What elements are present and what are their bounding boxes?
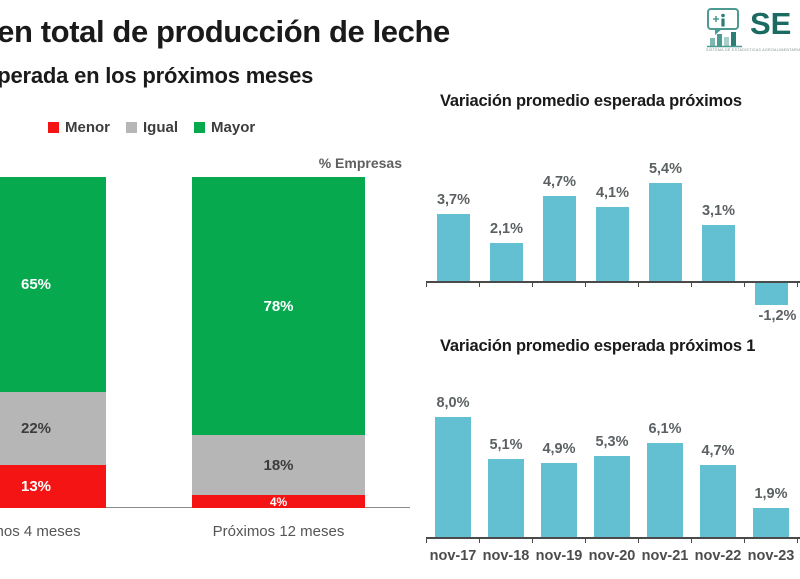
axis-tick — [744, 537, 745, 543]
bar — [700, 465, 736, 537]
category-label: nov-23 — [747, 548, 795, 564]
legend-swatch-menor — [48, 122, 59, 133]
variacion-4-meses-plot: 3,7% 2,1% 4,7% 4,1% 5,4% 3,1% -1,2% — [420, 128, 800, 328]
bar — [435, 417, 471, 537]
bar-value-label: 5,3% — [595, 434, 629, 450]
legend-swatch-igual — [126, 122, 137, 133]
zero-axis-line-1 — [426, 281, 800, 283]
stacked-bar-chart: % Empresas 65% 22% 13% mos 4 meses 78% 1… — [0, 150, 420, 550]
bar-value-label: 5,4% — [648, 161, 683, 177]
bar-value-label: 5,1% — [489, 437, 523, 453]
bar-value-label: 4,7% — [542, 174, 577, 190]
legend: Menor Igual Mayor — [48, 119, 255, 136]
category-label: nov-17 — [429, 548, 477, 564]
segment-mayor-2: 78% — [192, 177, 365, 435]
axis-tick — [479, 281, 480, 287]
legend-label-igual: Igual — [143, 119, 179, 136]
axis-tick — [638, 537, 639, 543]
zero-axis-line-2 — [426, 537, 800, 539]
axis-tick — [797, 537, 798, 543]
variacion-4-meses-chart: Variación promedio esperada próximos 3,7… — [420, 92, 800, 327]
legend-item-igual: Igual — [126, 119, 178, 136]
axis-tick — [532, 537, 533, 543]
axis-tick — [479, 537, 480, 543]
bar — [437, 214, 470, 281]
axis-tick — [744, 281, 745, 287]
bar — [596, 207, 629, 281]
axis-tick — [691, 537, 692, 543]
bar-value-label: 4,7% — [701, 443, 735, 459]
axis-tick — [585, 537, 586, 543]
bar-value-label: 2,1% — [489, 221, 524, 237]
axis-tick — [691, 281, 692, 287]
variacion-12-meses-plot: 8,0% 5,1% 4,9% 5,3% 6,1% 4,7% 1,9% nov-1… — [420, 371, 800, 579]
variacion-12-meses-chart: Variación promedio esperada próximos 1 8… — [420, 337, 800, 579]
segment-menor-1: 13% — [0, 465, 106, 508]
brand-logo: SE SISTEMA DE ESTADÍSTICAS AGROALIMENTAR… — [696, 6, 800, 60]
segment-mayor-1: 65% — [0, 177, 106, 392]
bar — [541, 463, 577, 537]
legend-label-menor: Menor — [65, 119, 110, 136]
stacked-column-1: 65% 22% 13% — [0, 177, 106, 508]
bar — [488, 459, 524, 537]
bar-value-label: 4,9% — [542, 441, 576, 457]
axis-note-empresas: % Empresas — [318, 155, 402, 171]
legend-item-mayor: Mayor — [194, 119, 255, 136]
category-label: nov-18 — [482, 548, 530, 564]
bar-value-label: -1,2% — [758, 308, 797, 324]
bar-negative — [755, 283, 788, 305]
bar-value-label: 8,0% — [436, 395, 470, 411]
axis-tick — [426, 281, 427, 287]
legend-swatch-mayor — [194, 122, 206, 133]
logo-wordmark: SE — [750, 6, 792, 41]
bar-value-label: 4,1% — [595, 185, 630, 201]
axis-tick — [797, 281, 798, 287]
segment-menor-2: 4% — [192, 495, 365, 508]
bar-value-label: 6,1% — [648, 421, 682, 437]
category-label: nov-20 — [588, 548, 636, 564]
variacion-4-meses-title: Variación promedio esperada próximos — [440, 92, 742, 110]
bar — [490, 243, 523, 281]
category-label: nov-19 — [535, 548, 583, 564]
bar-value-label: 3,1% — [701, 203, 736, 219]
axis-tick — [638, 281, 639, 287]
stacked-column-2: 78% 18% 4% — [192, 177, 365, 508]
segment-igual-1: 22% — [0, 392, 106, 465]
page-subtitle: n esperada en los próximos meses — [0, 63, 314, 88]
page-title: men total de producción de leche — [0, 14, 450, 49]
category-label: nov-21 — [641, 548, 689, 564]
bar — [543, 196, 576, 281]
bar — [649, 183, 682, 281]
bar — [647, 443, 683, 537]
axis-tick — [426, 537, 427, 543]
bar-value-label: 3,7% — [436, 192, 471, 208]
stacked-xlabel-1: mos 4 meses — [0, 523, 81, 540]
legend-label-mayor: Mayor — [211, 119, 256, 136]
category-label: nov-22 — [694, 548, 742, 564]
info-bubble-chart-icon — [707, 8, 742, 48]
stacked-xlabel-2: Próximos 12 meses — [212, 523, 345, 540]
bar — [702, 225, 735, 281]
bar-value-label: 1,9% — [754, 486, 788, 502]
axis-tick — [532, 281, 533, 287]
variacion-12-meses-title: Variación promedio esperada próximos 1 — [440, 337, 756, 355]
bar — [753, 508, 789, 537]
logo-tagline: SISTEMA DE ESTADÍSTICAS AGROALIMENTARIAS — [706, 48, 800, 52]
axis-tick — [585, 281, 586, 287]
segment-igual-2: 18% — [192, 435, 365, 495]
bar — [594, 456, 630, 537]
legend-item-menor: Menor — [48, 119, 110, 136]
